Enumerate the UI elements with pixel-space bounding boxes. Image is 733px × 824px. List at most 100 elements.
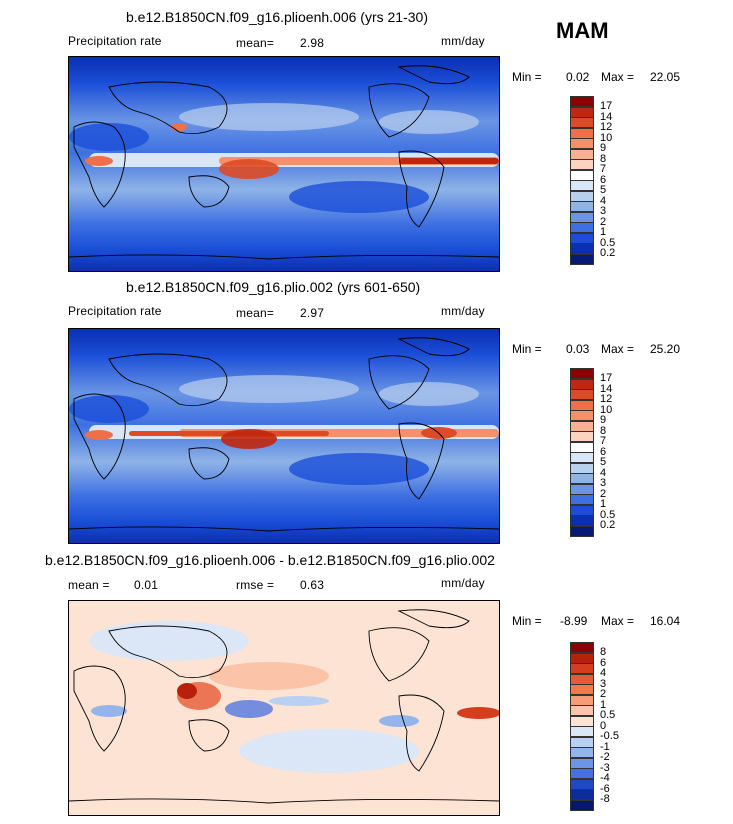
colorbar-1-swatch: [570, 148, 594, 160]
colorbar-1-tick-label: 8: [600, 152, 607, 165]
panel-3-title: b.e12.B1850CN.f09_g16.plioenh.006 - b.e1…: [45, 552, 495, 568]
panel-2-max-label: Max =: [601, 342, 635, 356]
colorbar-2-tick-label: 4: [600, 466, 607, 479]
map-3-neg-anomaly: [239, 729, 419, 773]
map-3-neg-anomaly: [269, 696, 329, 706]
colorbar-1-swatch: [570, 180, 594, 191]
colorbar-3-swatch: [570, 799, 594, 811]
panel-2-mean-label: mean=: [236, 306, 275, 320]
panel-3-rmse-value: 0.63: [300, 578, 325, 592]
colorbar-1-tick-label: 7: [600, 163, 607, 175]
colorbar-2-swatch: [570, 462, 594, 474]
panel-1-units: mm/day: [441, 34, 485, 48]
colorbar-2-tick-label: 5: [600, 456, 607, 468]
map-1-rain-spot: [171, 123, 187, 131]
difference-map: [68, 600, 500, 816]
colorbar-3-tick-label: 6: [600, 656, 607, 669]
panel-2-mean-value: 2.97: [300, 306, 325, 320]
colorbar-3-swatch: [570, 705, 594, 716]
map-1-storm-track: [379, 110, 479, 134]
map-3-pos-anomaly: [457, 707, 499, 719]
colorbar-2-tick-label: 1: [600, 498, 607, 510]
colorbar-1-tick-label: 0.5: [600, 236, 616, 249]
colorbar-1: 17 14 12 10 9 8 7 6 5 4 3 2 1 0.5 0.2: [570, 96, 630, 266]
colorbar-1-tick-label: 6: [600, 173, 607, 186]
colorbar-2-tick-label: 14: [600, 382, 613, 395]
map-1-coastlines: [69, 65, 499, 260]
colorbar-3-swatch: [570, 652, 594, 664]
panel-2-max-value: 25.20: [650, 342, 681, 356]
colorbar-1-tick-label: 14: [600, 110, 613, 123]
colorbar-1-swatch: [570, 222, 594, 233]
colorbar-2-tick-label: 9: [600, 414, 607, 426]
colorbar-3-tick-label: 0: [600, 719, 607, 732]
colorbar-3-tick-label: -6: [600, 782, 610, 795]
colorbar-2-swatch: [570, 420, 594, 432]
panel-2-variable: Precipitation rate: [68, 304, 162, 318]
map-2-coastlines: [69, 337, 499, 532]
panel-2-min-label: Min =: [512, 342, 542, 356]
season-label: MAM: [556, 18, 609, 43]
map-2-rain-spot: [85, 430, 113, 440]
colorbar-2-swatch: [570, 399, 594, 411]
colorbar-1-swatch: [570, 243, 594, 254]
map-2-dry-zone: [289, 453, 429, 485]
colorbar-2-tick-label: 10: [600, 403, 613, 416]
colorbar-2-tick-label: 7: [600, 435, 607, 447]
panel-2-units: mm/day: [441, 304, 485, 318]
colorbar-3-swatch: [570, 778, 594, 790]
colorbar-1-swatch: [570, 190, 594, 202]
colorbar-2-swatch: [570, 368, 594, 379]
panel-3-min-label: Min =: [512, 614, 542, 628]
colorbar-3-swatch: [570, 684, 594, 695]
colorbar-1-swatch: [570, 117, 594, 128]
map-3-pos-anomaly: [209, 662, 329, 690]
colorbar-2-swatch: [570, 515, 594, 526]
colorbar-3-swatch: [570, 663, 594, 674]
colorbar-2-swatch: [570, 504, 594, 516]
colorbar-1-tick-label: 2: [600, 215, 607, 228]
colorbar-2-swatch: [570, 494, 594, 505]
map-3-coastlines: [69, 609, 499, 804]
colorbar-3-swatch: [570, 768, 594, 779]
colorbar-3-tick-label: 4: [600, 667, 607, 679]
panel-2-min-value: 0.03: [566, 342, 590, 356]
colorbar-3-tick-label: -0.5: [600, 730, 619, 742]
colorbar-3-swatch: [570, 642, 594, 653]
colorbar-2-swatch: [570, 473, 594, 484]
colorbar-3-swatch: [570, 694, 594, 706]
panel-3-max-value: 16.04: [650, 614, 681, 628]
colorbar-1-swatch: [570, 232, 594, 244]
map-1-storm-track: [179, 103, 359, 131]
difference-map-svg: [69, 601, 499, 815]
colorbar-2-swatch: [570, 378, 594, 390]
colorbar-2-swatch: [570, 483, 594, 495]
colorbar-1-swatch: [570, 253, 594, 265]
colorbar-2-swatch: [570, 410, 594, 421]
panel-3-mean-label: mean =: [68, 578, 110, 592]
colorbar-3-tick-label: 8: [600, 646, 607, 658]
precip-map-1: [68, 56, 500, 272]
colorbar-1-tick-label: 0.2: [600, 247, 616, 259]
colorbar-2-tick-label: 0.5: [600, 508, 616, 521]
panel-1-min-label: Min =: [512, 70, 542, 84]
colorbar-3-tick-label: 3: [600, 677, 607, 690]
panel-1-max-value: 22.05: [650, 70, 681, 84]
colorbar-3-swatch: [570, 715, 594, 727]
panel-1-mean-label: mean=: [236, 36, 275, 50]
colorbar-3-swatch: [570, 673, 594, 685]
map-3-neg-core: [225, 700, 273, 718]
colorbar-2-tick-label: 12: [600, 393, 613, 405]
colorbar-3-tick-label: 2: [600, 688, 607, 700]
map-3-neg-anomaly: [91, 705, 127, 717]
colorbar-1-swatch: [570, 127, 594, 139]
colorbar-3-swatch: [570, 747, 594, 758]
colorbar-1-swatch: [570, 159, 594, 170]
map-2-dry-zone: [69, 395, 149, 423]
colorbar-2-tick-label: 8: [600, 424, 607, 437]
map-2-storm-track: [379, 382, 479, 406]
colorbar-1-swatch: [570, 211, 594, 223]
map-1-rain-spot: [85, 156, 113, 166]
colorbar-1-tick-label: 4: [600, 194, 607, 207]
map-1-warm-pool: [219, 159, 279, 179]
